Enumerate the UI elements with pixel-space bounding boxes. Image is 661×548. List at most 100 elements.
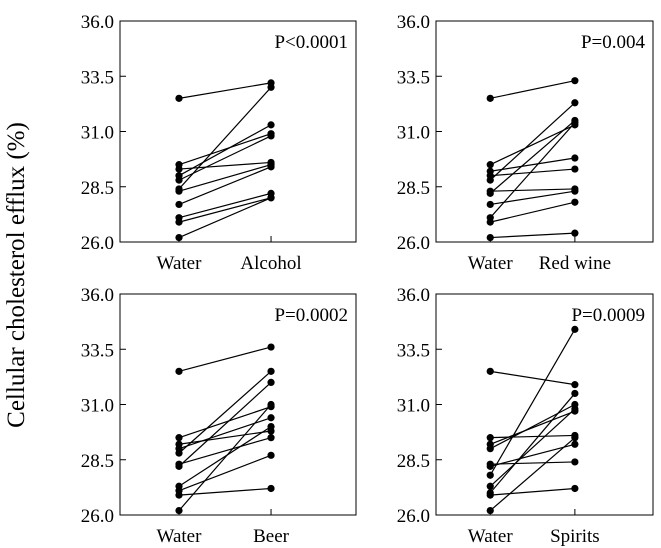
paired-line [490, 188, 575, 192]
plot-frame [119, 293, 357, 516]
water-point [175, 434, 183, 442]
y-tick-label: 28.5 [81, 451, 114, 472]
water-point [486, 176, 494, 184]
treatment-point [571, 229, 579, 237]
water-point [486, 218, 494, 226]
treatment-point [571, 198, 579, 206]
treatment-point [267, 434, 275, 442]
paired-line [489, 124, 576, 166]
water-point [175, 233, 183, 242]
paired-line [490, 487, 575, 496]
water-point [486, 471, 494, 479]
paired-line [178, 381, 272, 467]
y-tick-label: 33.5 [81, 67, 114, 88]
treatment-point [267, 414, 275, 422]
panel-top-left: 36.0 33.5 31.0 28.5 26.0 Water Alcohol P<0.0001 [81, 12, 357, 274]
paired-line [178, 82, 272, 99]
y-tick-label: 33.5 [397, 340, 430, 361]
y-tick-label: 31.0 [397, 123, 430, 144]
paired-line [178, 404, 272, 511]
paired-line [178, 164, 272, 192]
paired-line [489, 122, 576, 219]
y-tick-label: 26.0 [397, 233, 430, 254]
treatment-point [571, 405, 579, 413]
paired-line [178, 430, 272, 445]
y-tick-label: 31.0 [81, 396, 114, 417]
p-value-annotation: P=0.0009 [571, 305, 645, 326]
treatment-point [571, 458, 579, 466]
y-tick-label: 31.0 [397, 396, 430, 417]
water-point [175, 367, 183, 375]
x-category-label: Beer [253, 526, 290, 547]
x-category-label: Water [157, 526, 203, 547]
water-point [486, 434, 494, 442]
paired-line [178, 437, 272, 465]
panel-bottom-left: 36.0 33.5 31.0 28.5 26.0 Water Beer P=0.0002 [81, 285, 357, 547]
paired-line [489, 102, 576, 181]
treatment-point [571, 187, 579, 195]
y-tick-label: 31.0 [81, 123, 114, 144]
paired-line [178, 487, 272, 496]
water-point [175, 218, 183, 226]
paired-line [489, 393, 576, 494]
y-tick-label: 36.0 [397, 285, 430, 306]
treatment-point [267, 423, 275, 431]
y-tick-label: 36.0 [397, 12, 430, 33]
water-point [175, 165, 183, 173]
paired-line [178, 166, 272, 205]
treatment-point [571, 99, 579, 107]
treatment-point [571, 325, 579, 333]
water-point [486, 189, 494, 197]
paired-line [178, 197, 272, 223]
chart-panels: 36.0 33.5 31.0 28.5 26.0 Water Alcohol P<0.0001… [81, 12, 654, 547]
p-value-annotation: P=0.0002 [274, 305, 348, 326]
panel-top-right: 36.0 33.5 31.0 28.5 26.0 Water Red wine P=0.004 [397, 12, 654, 274]
paired-line [490, 434, 575, 439]
treatment-point [571, 119, 579, 127]
y-axis-label: Cellular cholesterol efflux (%) [3, 122, 30, 428]
treatment-point [267, 484, 275, 493]
paired-line [490, 232, 575, 239]
water-point [175, 462, 183, 470]
y-tick-label: 36.0 [81, 12, 114, 33]
paired-line [178, 346, 272, 372]
water-point [175, 449, 183, 457]
water-point [486, 506, 494, 515]
y-tick-label: 28.5 [81, 178, 114, 199]
y-tick-label: 33.5 [81, 340, 114, 361]
water-point [486, 161, 494, 169]
treatment-point [267, 163, 275, 171]
treatment-point [571, 440, 579, 448]
treatment-point [571, 484, 579, 493]
panel-bottom-right: 36.0 33.5 31.0 28.5 26.0 Water Spirits P=0.0009 [397, 285, 654, 547]
treatment-point [267, 194, 275, 202]
treatment-point [267, 400, 275, 409]
x-category-label: Spirits [550, 526, 600, 547]
treatment-point [267, 378, 275, 386]
water-point [175, 187, 183, 195]
y-tick-label: 33.5 [397, 67, 430, 88]
treatment-point [267, 83, 275, 91]
paired-line [490, 168, 575, 177]
paired-line [178, 86, 272, 190]
y-tick-label: 28.5 [397, 451, 430, 472]
water-point [175, 506, 183, 515]
treatment-point [267, 451, 275, 459]
paired-line [490, 461, 575, 465]
paired-line [489, 408, 576, 487]
y-tick-label: 26.0 [81, 506, 114, 527]
treatment-point [267, 121, 275, 129]
water-point [486, 200, 494, 209]
y-tick-label: 26.0 [81, 233, 114, 254]
treatment-point [571, 77, 579, 85]
water-point [175, 491, 183, 499]
water-point [175, 176, 183, 184]
y-tick-label: 28.5 [397, 178, 430, 199]
treatment-point [267, 367, 275, 375]
paired-line [490, 443, 576, 467]
paired-line [489, 403, 576, 450]
water-point [175, 94, 183, 102]
x-category-label: Red wine [539, 253, 611, 274]
treatment-point [571, 389, 579, 398]
